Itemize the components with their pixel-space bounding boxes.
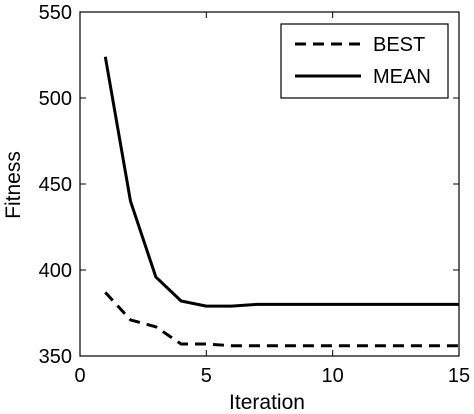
y-tick-label: 400	[39, 260, 72, 282]
ticks-layer: 0 5 10 15 350 400 450 500 550	[39, 2, 471, 387]
x-tick-label: 10	[322, 365, 344, 387]
x-tick-label: 15	[448, 365, 470, 387]
y-tick-label: 500	[39, 88, 72, 110]
legend: BEST MEAN	[280, 23, 449, 99]
legend-label-mean: MEAN	[373, 66, 431, 88]
series-layer	[103, 56, 459, 348]
x-axis-label: Iteration	[229, 391, 305, 414]
legend-label-best: BEST	[373, 34, 425, 56]
y-tick-label: 450	[39, 174, 72, 196]
y-tick-label: 550	[39, 2, 72, 24]
legend-box	[280, 23, 449, 99]
series-line-best	[104, 291, 459, 348]
x-tick-label: 5	[201, 365, 212, 387]
x-tick-label: 0	[74, 365, 85, 387]
y-axis-label: Fitness	[2, 151, 25, 219]
y-tick-label: 350	[39, 346, 72, 368]
series-line-mean	[103, 56, 459, 308]
